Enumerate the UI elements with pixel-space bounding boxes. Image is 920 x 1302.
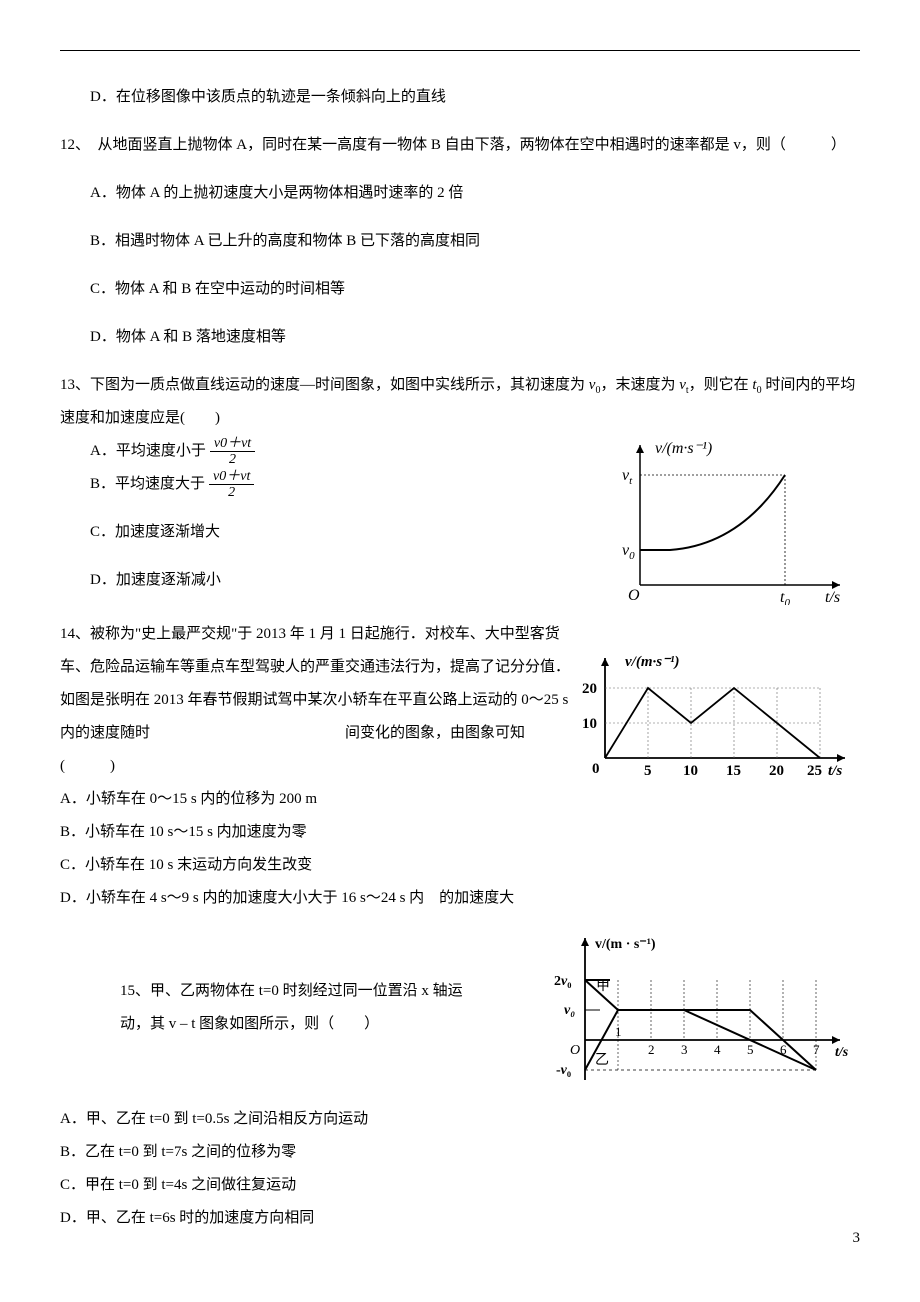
svg-text:7: 7 (813, 1042, 820, 1057)
q12-opt-c: C．物体 A 和 B 在空中运动的时间相等 (60, 273, 860, 306)
q14-opt-d: D．小轿车在 4 s～9 s 内的加速度大小大于 16 s～24 s 内 的加速… (60, 882, 860, 915)
svg-text:10: 10 (683, 763, 698, 779)
q13-opt-a: A．平均速度小于 v0＋vt 2 (60, 435, 610, 468)
q15-opt-d: D．甲、乙在 t=6s 时的加速度方向相同 (60, 1202, 860, 1235)
svg-text:t0: t0 (780, 589, 790, 605)
q13-stem: 13、下图为一质点做直线运动的速度—时间图象，如图中实线所示，其初速度为 v0，… (60, 369, 860, 435)
q13-figure: v/(m·s⁻¹) vt v0 O t0 t/s (610, 435, 860, 618)
svg-text:-v₀: -v₀ (556, 1063, 571, 1078)
svg-text:v₀: v₀ (564, 1003, 575, 1018)
svg-text:15: 15 (726, 763, 741, 779)
svg-text:20: 20 (769, 763, 784, 779)
q15-opt-b: B．乙在 t=0 到 t=7s 之间的位移为零 (60, 1136, 860, 1169)
svg-text:20: 20 (582, 681, 597, 697)
q14-opt-b: B．小轿车在 10 s～15 s 内加速度为零 (60, 816, 570, 849)
q11-opt-d: D．在位移图像中该质点的轨迹是一条倾斜向上的直线 (60, 81, 860, 114)
page-number: 3 (853, 1222, 861, 1255)
svg-text:v/(m · s⁻¹): v/(m · s⁻¹) (595, 937, 656, 952)
q14-opt-c: C．小轿车在 10 s 末运动方向发生改变 (60, 849, 570, 882)
svg-text:v0: v0 (622, 542, 635, 562)
q13-opt-d: D．加速度逐渐减小 (60, 564, 610, 597)
top-rule (60, 50, 860, 51)
q14-opt-a: A．小轿车在 0～15 s 内的位移为 200 m (60, 783, 570, 816)
q15-stem: 15、甲、乙两物体在 t=0 时刻经过同一位置沿 x 轴运 动，其 v – t … (60, 975, 540, 1041)
q15-opt-c: C．甲在 t=0 到 t=4s 之间做往复运动 (60, 1169, 860, 1202)
svg-text:乙: 乙 (595, 1052, 609, 1068)
q12-stem: 12、 从地面竖直上抛物体 A，同时在某一高度有一物体 B 自由下落，两物体在空… (60, 129, 860, 162)
svg-text:10: 10 (582, 716, 597, 732)
q15-opt-a: A．甲、乙在 t=0 到 t=0.5s 之间沿相反方向运动 (60, 1103, 860, 1136)
svg-text:O: O (570, 1043, 580, 1058)
q15-figure: v/(m · s⁻¹) 2v₀ v₀ -v₀ O 甲 乙 1 2 3 4 5 6… (540, 930, 860, 1103)
q13-opt-b: B．平均速度大于 v0＋vt 2 (60, 468, 610, 501)
q14-stem: 14、被称为"史上最严交规"于 2013 年 1 月 1 日起施行．对校车、大中… (60, 618, 570, 783)
svg-text:5: 5 (644, 763, 652, 779)
svg-text:甲: 甲 (596, 979, 610, 994)
svg-text:0: 0 (592, 761, 600, 777)
svg-text:3: 3 (681, 1042, 688, 1057)
svg-text:2v₀: 2v₀ (554, 974, 571, 989)
svg-text:t/s: t/s (828, 763, 842, 779)
svg-text:t/s: t/s (825, 589, 840, 605)
svg-text:5: 5 (747, 1042, 754, 1057)
fraction-icon: v0＋vt 2 (210, 436, 255, 468)
q13-opt-c: C．加速度逐渐增大 (60, 516, 610, 549)
svg-text:1: 1 (615, 1024, 622, 1039)
fraction-icon: v0＋vt 2 (209, 469, 254, 501)
svg-text:vt: vt (622, 467, 633, 487)
svg-text:t/s: t/s (835, 1045, 849, 1060)
svg-text:25: 25 (807, 763, 822, 779)
svg-text:O: O (628, 587, 640, 604)
q12-opt-b: B．相遇时物体 A 已上升的高度和物体 B 已下落的高度相同 (60, 225, 860, 258)
svg-text:6: 6 (780, 1042, 787, 1057)
q12-opt-d: D．物体 A 和 B 落地速度相等 (60, 321, 860, 354)
svg-text:v/(m·s⁻¹): v/(m·s⁻¹) (625, 654, 680, 670)
svg-text:4: 4 (714, 1042, 721, 1057)
q14-figure: v/(m·s⁻¹) 20 10 0 5 10 15 20 25 t/s (570, 648, 860, 801)
svg-text:2: 2 (648, 1042, 655, 1057)
ylabel: v/(m·s⁻¹) (655, 440, 712, 457)
q12-opt-a: A．物体 A 的上抛初速度大小是两物体相遇时速率的 2 倍 (60, 177, 860, 210)
